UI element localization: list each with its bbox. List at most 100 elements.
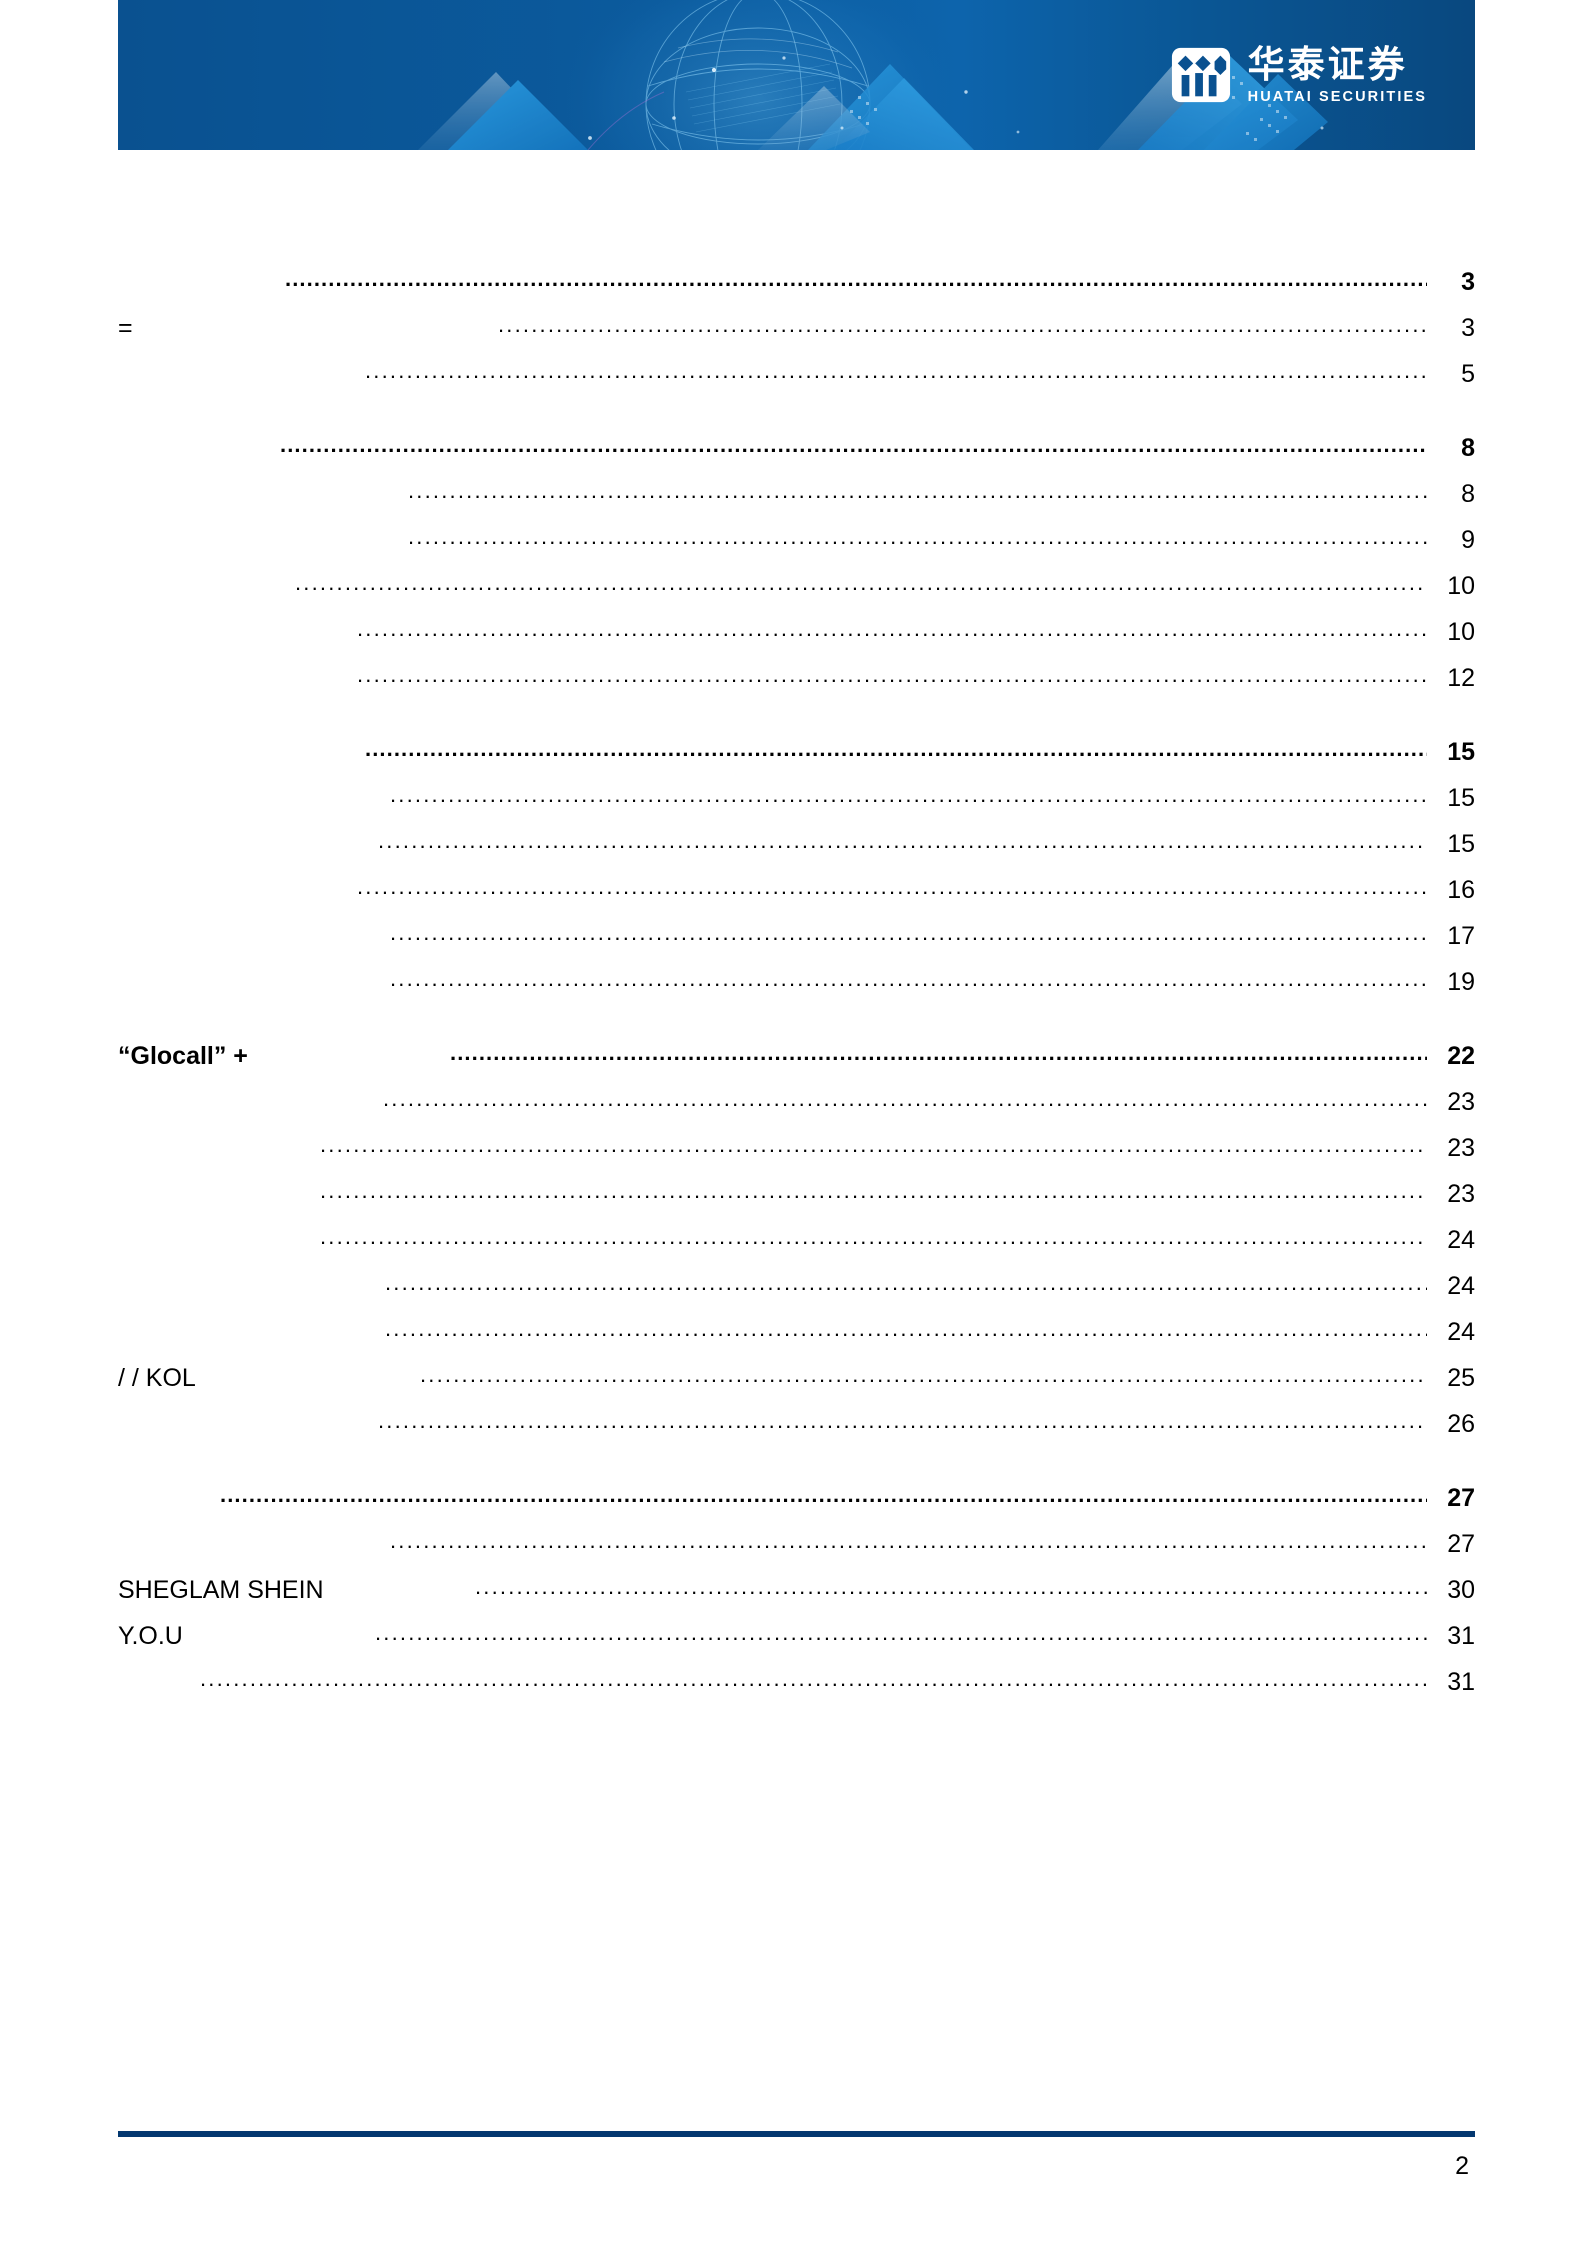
- toc-entry-page-number: 30: [1447, 1576, 1475, 1604]
- toc-entry-page-number: 23: [1447, 1180, 1475, 1208]
- toc-entry-page-number: 15: [1447, 830, 1475, 858]
- toc-entry-page-number: 15: [1447, 784, 1475, 812]
- toc-leader-dots: ........................................…: [200, 1666, 1427, 1691]
- toc-entry[interactable]: Y.O.U...................................…: [118, 1620, 1475, 1668]
- toc-entry[interactable]: ........................................…: [118, 524, 1475, 572]
- toc-entry[interactable]: ........................................…: [118, 662, 1475, 710]
- toc-entry[interactable]: ........................................…: [118, 874, 1475, 922]
- toc-entry[interactable]: ........................................…: [118, 358, 1475, 406]
- toc-entry[interactable]: ........................................…: [118, 736, 1475, 784]
- toc-leader-dots: ........................................…: [498, 312, 1427, 337]
- toc-entry[interactable]: ........................................…: [118, 1270, 1475, 1318]
- toc-entry[interactable]: ........................................…: [118, 616, 1475, 664]
- toc-leader-dots: ........................................…: [378, 828, 1427, 853]
- toc-entry-page-number: 19: [1447, 968, 1475, 996]
- toc-entry-page-number: 12: [1447, 664, 1475, 692]
- brand-name-en: HUATAI SECURITIES: [1247, 88, 1427, 105]
- toc-entry[interactable]: ........................................…: [118, 570, 1475, 618]
- toc-entry[interactable]: ........................................…: [118, 1132, 1475, 1180]
- toc-leader-dots: ........................................…: [375, 1620, 1427, 1645]
- toc-leader-dots: ........................................…: [285, 266, 1427, 291]
- toc-leader-dots: ........................................…: [390, 782, 1427, 807]
- toc-leader-dots: ........................................…: [365, 358, 1427, 383]
- toc-entry-page-number: 27: [1447, 1530, 1475, 1558]
- toc-entry-page-number: 8: [1461, 480, 1475, 508]
- toc-entry-page-number: 22: [1447, 1042, 1475, 1070]
- footer-divider: [118, 2131, 1475, 2137]
- toc-leader-dots: ........................................…: [408, 478, 1427, 503]
- footer-page-number: 2: [1455, 2152, 1469, 2180]
- toc-leader-dots: ........................................…: [385, 1270, 1427, 1295]
- toc-leader-dots: ........................................…: [390, 966, 1427, 991]
- toc-leader-dots: ........................................…: [357, 616, 1427, 641]
- toc-entry-page-number: 10: [1447, 618, 1475, 646]
- toc-entry-page-number: 3: [1461, 314, 1475, 342]
- toc-entry-label: SHEGLAM SHEIN: [118, 1576, 324, 1604]
- toc-entry-label: Y.O.U: [118, 1622, 183, 1650]
- page-header-banner: 华泰证券 HUATAI SECURITIES: [118, 0, 1475, 150]
- toc-leader-dots: ........................................…: [357, 874, 1427, 899]
- toc-entry[interactable]: ........................................…: [118, 920, 1475, 968]
- toc-leader-dots: ........................................…: [295, 570, 1427, 595]
- toc-entry[interactable]: ........................................…: [118, 1178, 1475, 1226]
- toc-leader-dots: ........................................…: [320, 1224, 1427, 1249]
- toc-entry-page-number: 23: [1447, 1088, 1475, 1116]
- toc-entry[interactable]: ........................................…: [118, 828, 1475, 876]
- toc-leader-dots: ........................................…: [320, 1132, 1427, 1157]
- toc-entry-page-number: 25: [1447, 1364, 1475, 1392]
- toc-entry-page-number: 8: [1461, 434, 1475, 462]
- toc-entry-page-number: 3: [1461, 268, 1475, 296]
- toc-entry[interactable]: ........................................…: [118, 966, 1475, 1014]
- toc-leader-dots: ........................................…: [408, 524, 1427, 549]
- table-of-contents: ........................................…: [118, 266, 1475, 1714]
- toc-leader-dots: ........................................…: [390, 920, 1427, 945]
- toc-leader-dots: ........................................…: [220, 1482, 1427, 1507]
- toc-entry[interactable]: ........................................…: [118, 1408, 1475, 1456]
- toc-leader-dots: ........................................…: [385, 1316, 1427, 1341]
- toc-entry[interactable]: ........................................…: [118, 1316, 1475, 1364]
- toc-leader-dots: ........................................…: [320, 1178, 1427, 1203]
- toc-entry[interactable]: ........................................…: [118, 478, 1475, 526]
- toc-entry-page-number: 17: [1447, 922, 1475, 950]
- toc-leader-dots: ........................................…: [390, 1528, 1427, 1553]
- toc-entry-label: “Glocall” +: [118, 1042, 248, 1070]
- toc-entry-page-number: 16: [1447, 876, 1475, 904]
- toc-entry-label: / / KOL: [118, 1364, 196, 1392]
- toc-leader-dots: ........................................…: [280, 432, 1427, 457]
- brand-lockup: 华泰证券 HUATAI SECURITIES: [1170, 44, 1427, 106]
- toc-leader-dots: ........................................…: [365, 736, 1427, 761]
- toc-entry[interactable]: “Glocall” +.............................…: [118, 1040, 1475, 1088]
- toc-entry-label: =: [118, 314, 133, 342]
- toc-entry-page-number: 24: [1447, 1318, 1475, 1346]
- toc-leader-dots: ........................................…: [475, 1574, 1427, 1599]
- toc-entry[interactable]: SHEGLAM SHEIN...........................…: [118, 1574, 1475, 1622]
- toc-entry[interactable]: ........................................…: [118, 1482, 1475, 1530]
- toc-entry-page-number: 15: [1447, 738, 1475, 766]
- toc-leader-dots: ........................................…: [357, 662, 1427, 687]
- toc-leader-dots: ........................................…: [383, 1086, 1427, 1111]
- brand-name-cn: 华泰证券: [1247, 43, 1408, 85]
- toc-leader-dots: ........................................…: [420, 1362, 1427, 1387]
- toc-entry[interactable]: ........................................…: [118, 266, 1475, 314]
- toc-entry[interactable]: ........................................…: [118, 1224, 1475, 1272]
- toc-leader-dots: ........................................…: [378, 1408, 1427, 1433]
- toc-entry-page-number: 5: [1461, 360, 1475, 388]
- toc-entry[interactable]: ........................................…: [118, 1086, 1475, 1134]
- toc-entry-page-number: 31: [1447, 1668, 1475, 1696]
- toc-leader-dots: ........................................…: [450, 1040, 1427, 1065]
- toc-entry[interactable]: ........................................…: [118, 782, 1475, 830]
- toc-entry-page-number: 27: [1447, 1484, 1475, 1512]
- toc-entry-page-number: 10: [1447, 572, 1475, 600]
- huatai-logo-icon: [1171, 47, 1230, 103]
- toc-entry[interactable]: ........................................…: [118, 432, 1475, 480]
- toc-entry-page-number: 31: [1447, 1622, 1475, 1650]
- toc-entry[interactable]: =.......................................…: [118, 312, 1475, 360]
- toc-entry-page-number: 26: [1447, 1410, 1475, 1438]
- toc-entry-page-number: 9: [1461, 526, 1475, 554]
- toc-entry-page-number: 23: [1447, 1134, 1475, 1162]
- toc-entry[interactable]: ........................................…: [118, 1666, 1475, 1714]
- toc-entry[interactable]: / / KOL.................................…: [118, 1362, 1475, 1410]
- toc-entry[interactable]: ........................................…: [118, 1528, 1475, 1576]
- toc-entry-page-number: 24: [1447, 1226, 1475, 1254]
